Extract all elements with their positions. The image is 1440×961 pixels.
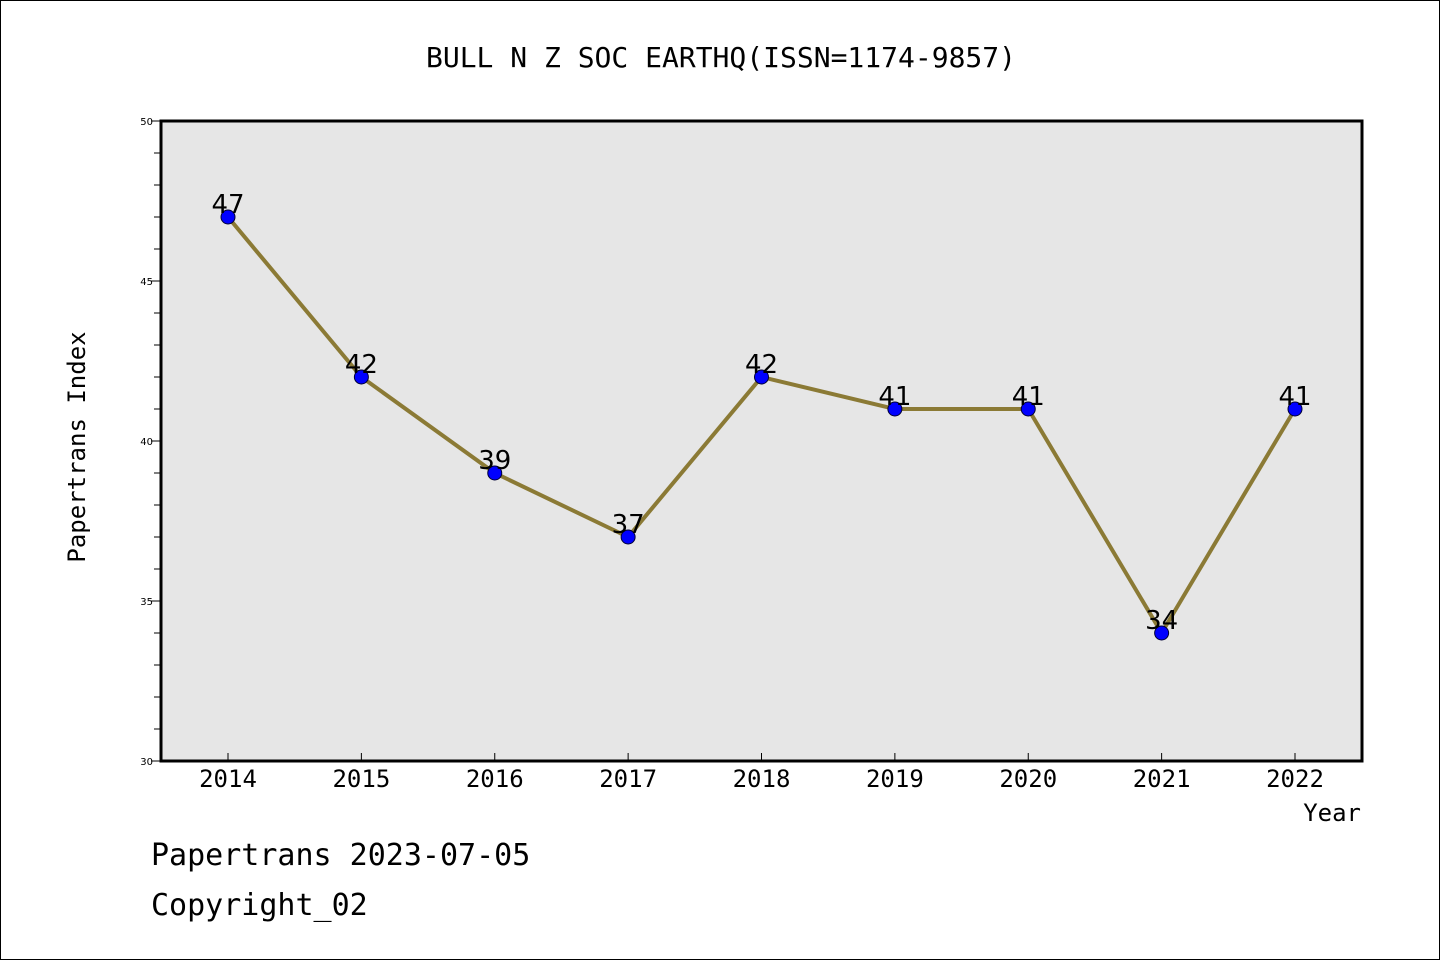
y-tick-label: 30 (140, 757, 153, 768)
data-label: 42 (745, 350, 778, 380)
footer-copyright: Copyright_02 (151, 888, 368, 923)
data-label: 41 (1278, 382, 1311, 412)
y-axis-ticks: 30 35 40 45 50 (140, 117, 161, 768)
data-label: 39 (478, 446, 511, 476)
data-label: 42 (345, 350, 378, 380)
data-label: 41 (878, 382, 911, 412)
data-point (1287, 401, 1303, 417)
y-tick-label: 35 (140, 597, 153, 608)
y-axis-label: Papertrans Index (63, 331, 91, 562)
plot-area (161, 121, 1362, 761)
x-tick-label: 2016 (466, 765, 524, 793)
data-point (1154, 625, 1170, 641)
data-point (220, 209, 236, 225)
data-label: 41 (1012, 382, 1045, 412)
x-tick-label: 2015 (332, 765, 390, 793)
x-axis-ticks: 2014 2015 2016 2017 2018 2019 2020 2021 2022 (199, 753, 1324, 793)
data-point (887, 401, 903, 417)
x-tick-label: 2020 (999, 765, 1057, 793)
y-tick-label: 40 (140, 437, 153, 448)
data-label: 37 (612, 510, 645, 540)
x-axis-label: Year (1303, 799, 1361, 827)
x-tick-label: 2022 (1266, 765, 1324, 793)
x-tick-label: 2017 (599, 765, 657, 793)
data-labels: 47 42 39 37 42 41 41 34 41 (211, 190, 1311, 636)
x-tick-label: 2019 (866, 765, 924, 793)
x-tick-label: 2021 (1133, 765, 1191, 793)
data-point (1020, 401, 1036, 417)
data-point (620, 529, 636, 545)
data-point (353, 369, 369, 385)
plot-border (159, 119, 1364, 763)
chart-title: BULL N Z SOC EARTHQ(ISSN=1174-9857) (426, 41, 1016, 74)
x-tick-label: 2014 (199, 765, 257, 793)
x-tick-label: 2018 (733, 765, 791, 793)
data-point (754, 369, 769, 385)
data-label: 47 (211, 190, 244, 220)
data-point (487, 465, 503, 481)
y-tick-label: 45 (140, 277, 153, 288)
data-points (220, 209, 1303, 641)
footer-date: Papertrans 2023-07-05 (151, 838, 530, 873)
data-label: 34 (1145, 606, 1178, 636)
y-tick-label: 50 (140, 117, 153, 128)
